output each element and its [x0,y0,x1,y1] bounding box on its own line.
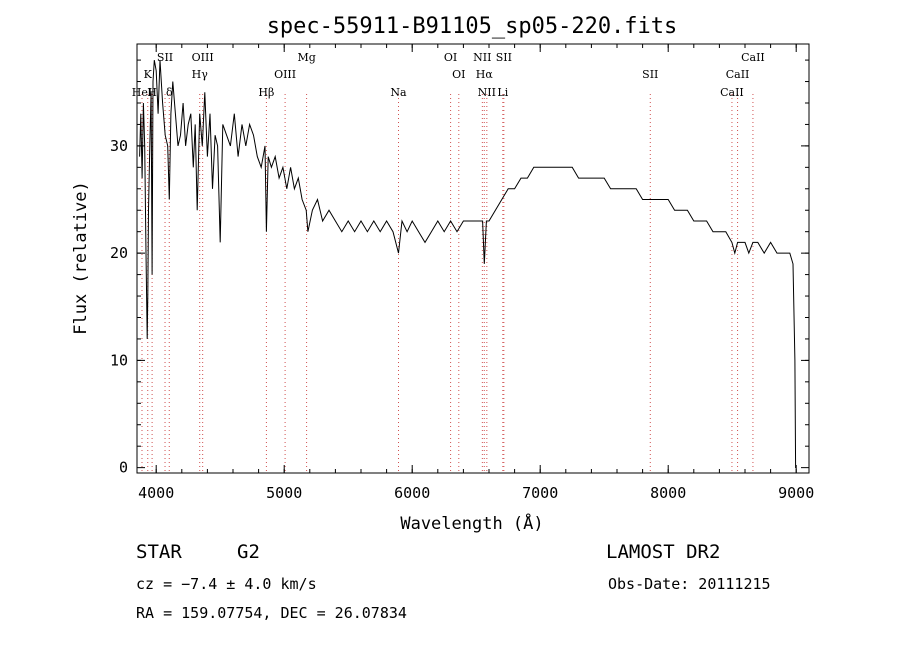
x-tick-label: 7000 [522,484,558,502]
x-tick-label: 9000 [778,484,814,502]
coordinates: RA = 159.07754, DEC = 26.07834 [136,604,407,622]
spectral-line-label: OI [452,68,465,81]
spectral-line-label: SII [157,51,173,64]
y-tick-label: 0 [119,459,128,477]
spectral-line-label: H [147,86,157,99]
spectral-line-label: Hβ [258,86,274,99]
spectral-line-label: Hα [476,68,494,81]
spectral-line-label: CaII [720,86,744,99]
spectral-line-label: NII [478,86,496,99]
x-tick-label: 6000 [394,484,430,502]
spectral-line-label: OIII [192,51,214,64]
axis-tick-labels: 4000 5000 6000 7000 8000 9000 0 10 20 30 [110,137,814,502]
spectral-line-markers [141,94,754,473]
y-tick-label: 20 [110,244,128,262]
spectral-line-label: δ [166,86,173,99]
spectral-line-label: CaII [726,68,750,81]
spectral-line-label: SII [642,68,658,81]
x-axis-label: Wavelength (Å) [400,512,543,534]
y-tick-label: 10 [110,351,128,369]
x-tick-label: 4000 [138,484,174,502]
observation-date: Obs-Date: 20111215 [608,575,771,593]
spectral-line-label: Li [497,86,508,99]
plot-frame [136,43,810,474]
spectral-line-label: K [144,68,153,81]
y-tick-label: 30 [110,137,128,155]
chart-title: spec-55911-B91105_sp05-220.fits [267,14,678,39]
object-subclass: G2 [237,541,260,563]
survey-name: LAMOST DR2 [606,541,721,563]
x-tick-label: 8000 [650,484,686,502]
spectral-line-label: SII [496,51,512,64]
spectrum-series-line [139,60,797,469]
x-tick-label: 5000 [266,484,302,502]
spectral-line-label: OIII [274,68,296,81]
spectral-line-label: CaII [741,51,765,64]
spectral-line-label: OI [444,51,457,64]
redshift-cz: cz = −7.4 ± 4.0 km/s [136,575,317,593]
spectral-line-label: Na [390,86,407,99]
object-class: STAR [136,541,182,563]
y-axis-label: Flux (relative) [71,181,91,335]
spectral-line-label: Mg [297,51,315,64]
spectral-line-label: NII [473,51,491,64]
spectral-line-label: Hγ [192,68,209,81]
axis-ticks [137,44,809,473]
